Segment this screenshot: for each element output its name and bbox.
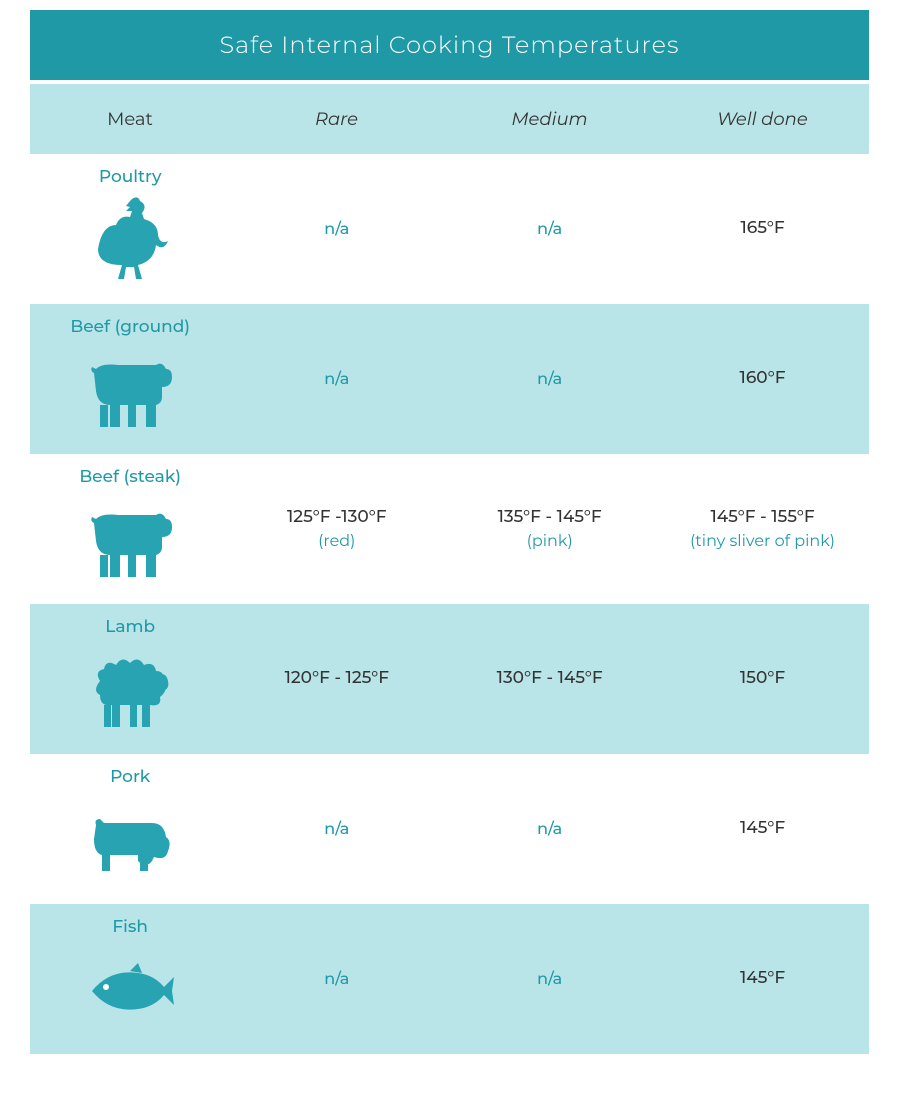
temperature-cell: 125°F -130°F(red)	[230, 454, 443, 604]
table-row: Fish n/a n/a 145°F	[30, 904, 869, 1054]
temperature-cell: n/a	[230, 904, 443, 1054]
temperature-value: 160°F	[740, 367, 786, 391]
meat-name: Lamb	[105, 617, 155, 637]
title-text: Safe Internal Cooking Temperatures	[220, 31, 680, 60]
temperature-cell: 160°F	[656, 304, 869, 454]
meat-name: Fish	[112, 917, 148, 937]
table-row: Beef (steak)125°F -130°F(red)135°F - 145…	[30, 454, 869, 604]
temperature-cell: 120°F - 125°F	[230, 604, 443, 754]
na-value: n/a	[537, 220, 562, 239]
temperature-cell: n/a	[443, 904, 656, 1054]
rooster-icon	[75, 191, 185, 291]
temperature-value: 145°F	[740, 967, 785, 991]
fish-icon	[75, 941, 185, 1041]
temperature-cell: 145°F	[656, 754, 869, 904]
meat-cell: Pork	[30, 754, 230, 904]
cow-icon	[75, 491, 185, 591]
meat-cell: Fish	[30, 904, 230, 1054]
infographic-container: Safe Internal Cooking Temperatures Meat …	[30, 10, 869, 1054]
title-bar: Safe Internal Cooking Temperatures	[30, 10, 869, 80]
temperature-cell: 135°F - 145°F(pink)	[443, 454, 656, 604]
table-row: Poultry n/a n/a 165°F	[30, 154, 869, 304]
table-row: Pork n/a n/a 145°F	[30, 754, 869, 904]
meat-cell: Beef (steak)	[30, 454, 230, 604]
sheep-icon	[75, 641, 185, 741]
cow-icon	[75, 341, 185, 441]
na-value: n/a	[537, 820, 562, 839]
na-value: n/a	[537, 970, 562, 989]
table-body: Poultry n/a n/a 165°F Beef (ground) n/a n/a 160…	[30, 154, 869, 1054]
temperature-cell: 130°F - 145°F	[443, 604, 656, 754]
temperature-cell: n/a	[230, 154, 443, 304]
table-row: Lamb 120°F - 125°F 130°F - 145°F 150°F	[30, 604, 869, 754]
pig-icon	[75, 791, 185, 891]
temperature-value: 145°F	[740, 817, 785, 841]
temperature-value: 135°F - 145°F	[498, 506, 602, 530]
temperature-cell: 145°F - 155°F(tiny sliver of pink)	[656, 454, 869, 604]
na-value: n/a	[324, 220, 349, 239]
header-col-medium: Medium	[443, 108, 656, 130]
na-value: n/a	[324, 970, 349, 989]
meat-cell: Poultry	[30, 154, 230, 304]
temperature-value: 130°F - 145°F	[497, 667, 603, 691]
temperature-cell: 165°F	[656, 154, 869, 304]
temperature-cell: n/a	[443, 154, 656, 304]
temperature-note: (red)	[318, 532, 355, 553]
table-header-row: Meat Rare Medium Well done	[30, 84, 869, 154]
temperature-note: (pink)	[527, 532, 573, 553]
na-value: n/a	[324, 820, 349, 839]
temperature-cell: n/a	[443, 754, 656, 904]
meat-cell: Lamb	[30, 604, 230, 754]
temperature-value: 165°F	[740, 217, 784, 241]
temperature-cell: n/a	[443, 304, 656, 454]
meat-cell: Beef (ground)	[30, 304, 230, 454]
na-value: n/a	[537, 370, 562, 389]
meat-name: Poultry	[99, 167, 162, 187]
header-col-rare: Rare	[230, 108, 443, 130]
meat-name: Beef (ground)	[70, 317, 190, 337]
temperature-value: 120°F - 125°F	[285, 667, 389, 691]
header-col-well: Well done	[656, 108, 869, 130]
table-row: Beef (ground) n/a n/a 160°F	[30, 304, 869, 454]
temperature-cell: 145°F	[656, 904, 869, 1054]
temperature-cell: n/a	[230, 304, 443, 454]
temperature-value: 145°F - 155°F	[710, 506, 814, 530]
meat-name: Pork	[110, 767, 150, 787]
temperature-cell: n/a	[230, 754, 443, 904]
header-col-meat: Meat	[30, 108, 230, 130]
meat-name: Beef (steak)	[79, 467, 181, 487]
temperature-value: 125°F -130°F	[287, 506, 387, 530]
temperature-cell: 150°F	[656, 604, 869, 754]
temperature-note: (tiny sliver of pink)	[690, 532, 835, 553]
temperature-value: 150°F	[740, 667, 785, 691]
na-value: n/a	[324, 370, 349, 389]
